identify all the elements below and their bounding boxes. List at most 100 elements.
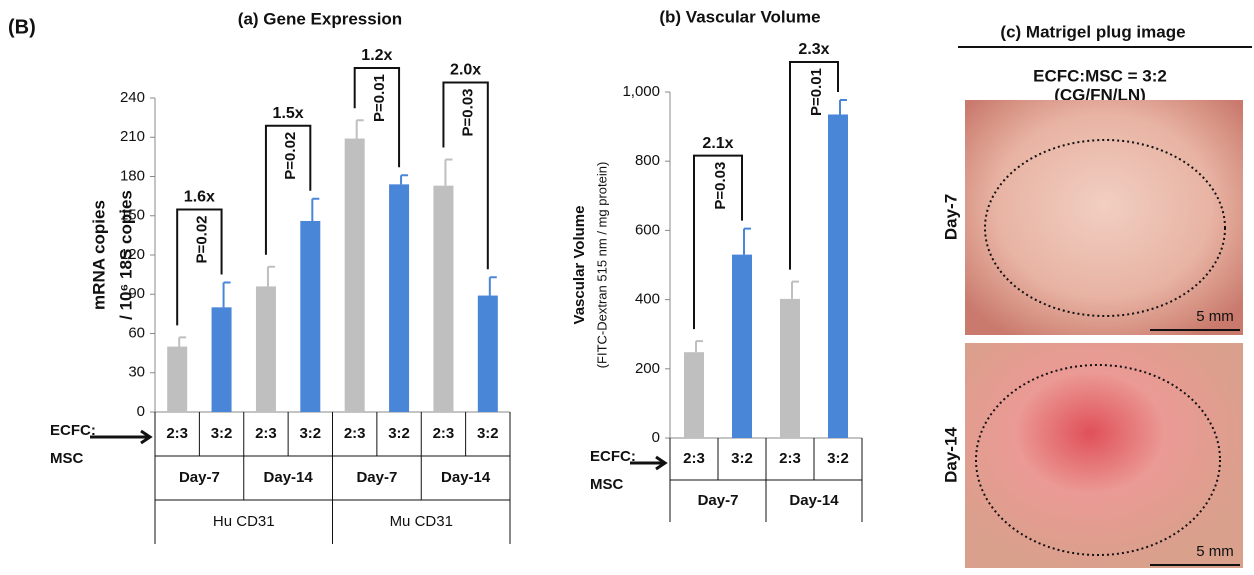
- day-label: Day-7: [179, 469, 220, 486]
- plug-outline: [984, 139, 1226, 317]
- day-label: Day-14: [264, 469, 314, 486]
- bar: [780, 298, 800, 438]
- y-tick-label: 120: [120, 246, 145, 263]
- ratio-label: 1.6x: [184, 189, 215, 206]
- p-value: P=0.02: [282, 132, 299, 180]
- bracket: [353, 67, 401, 168]
- row-label: Day-7: [941, 194, 960, 240]
- row-label: ECFC:: [590, 448, 636, 465]
- y-axis-label: (FITC-Dextran 515 nm / mg protein): [594, 162, 609, 369]
- x-tick-label: 3:2: [388, 425, 410, 442]
- error-bar: [743, 227, 751, 255]
- ratio-label: 2.0x: [450, 62, 481, 79]
- y-tick-label: 0: [652, 429, 660, 446]
- ratio-label: 2.1x: [702, 135, 733, 152]
- p-value: P=0.01: [808, 68, 825, 116]
- error-bar: [444, 158, 453, 186]
- row-label: MSC: [590, 476, 624, 493]
- error-bar: [311, 197, 320, 221]
- y-tick-label: 180: [120, 167, 145, 184]
- day-label: Day-14: [441, 469, 491, 486]
- image-panel: (c) Matrigel plug image ECFC:MSC = 3:2 (…: [941, 22, 1252, 568]
- plug-image: [965, 343, 1243, 568]
- x-tick-label: 2:3: [166, 425, 188, 442]
- error-bar: [178, 336, 187, 347]
- y-tick-label: 210: [120, 128, 145, 145]
- y-tick-label: 90: [128, 285, 145, 302]
- bar: [300, 220, 321, 412]
- p-value: P=0.02: [193, 215, 210, 263]
- ratio-label: 1.5x: [273, 105, 304, 122]
- x-tick-label: 2:3: [255, 425, 277, 442]
- y-tick-label: 600: [635, 221, 660, 238]
- chart-title: (b) Vascular Volume: [659, 7, 820, 26]
- y-tick-label: 240: [120, 89, 145, 106]
- x-tick-label: 3:2: [731, 450, 753, 467]
- y-axis-label: / 10⁶ 18S copies: [116, 190, 135, 320]
- error-bar: [791, 280, 799, 299]
- bar: [344, 138, 365, 412]
- p-value: P=0.01: [371, 74, 388, 122]
- group-label: Hu CD31: [213, 513, 275, 530]
- row-arrow: [90, 429, 153, 445]
- y-tick-label: 800: [635, 152, 660, 169]
- scale-label: 5 mm: [1196, 543, 1234, 560]
- ratio-label: 1.2x: [361, 47, 392, 64]
- x-tick-label: 2:3: [779, 450, 801, 467]
- bar: [684, 352, 704, 438]
- y-tick-label: 0: [137, 403, 145, 420]
- x-tick-label: 2:3: [344, 425, 366, 442]
- bracket: [176, 208, 223, 326]
- error-bar: [400, 174, 409, 185]
- p-value: P=0.03: [460, 88, 477, 136]
- bar: [477, 295, 498, 412]
- panel-title: (c) Matrigel plug image: [1000, 22, 1185, 41]
- error-bar: [839, 98, 847, 115]
- x-tick-label: 2:3: [683, 450, 705, 467]
- row-label: Day-14: [941, 427, 960, 483]
- y-tick-label: 200: [635, 360, 660, 377]
- plug-image: [965, 100, 1243, 335]
- x-tick-label: 2:3: [433, 425, 455, 442]
- day-label: Day-7: [698, 492, 739, 509]
- bar: [732, 254, 752, 438]
- chart-title: (a) Gene Expression: [238, 9, 402, 28]
- bracket: [264, 124, 312, 255]
- row-label: ECFC:: [50, 422, 96, 439]
- bar: [828, 114, 848, 439]
- y-axis-label: mRNA copies: [89, 200, 108, 310]
- y-tick-label: 150: [120, 207, 145, 224]
- error-bar: [695, 340, 703, 353]
- ratio-label: 2.3x: [798, 41, 829, 58]
- x-tick-label: 3:2: [211, 425, 233, 442]
- y-axis-label: Vascular Volume: [571, 206, 588, 325]
- row-label: MSC: [50, 450, 84, 467]
- plug-outline: [975, 364, 1221, 556]
- figure-label: (B): [8, 16, 36, 38]
- group-label: Mu CD31: [390, 513, 453, 530]
- error-bar: [355, 119, 364, 139]
- bracket: [693, 154, 743, 330]
- bracket: [789, 61, 839, 270]
- y-tick-label: 30: [128, 364, 145, 381]
- y-tick-label: 60: [128, 324, 145, 341]
- bar: [255, 286, 276, 412]
- y-tick-label: 400: [635, 291, 660, 308]
- bar: [433, 185, 454, 412]
- error-bar: [488, 276, 497, 296]
- panel-subtitle: ECFC:MSC = 3:2: [1033, 66, 1167, 85]
- error-bar: [266, 265, 275, 287]
- bar: [167, 346, 188, 412]
- x-tick-label: 3:2: [477, 425, 499, 442]
- bar: [211, 307, 232, 412]
- day-label: Day-7: [356, 469, 397, 486]
- panel-subtitle: (CG/FN/LN): [1054, 85, 1146, 104]
- y-tick-label: 1,000: [622, 83, 660, 100]
- bar: [389, 184, 410, 412]
- x-tick-label: 3:2: [827, 450, 849, 467]
- scale-label: 5 mm: [1196, 308, 1234, 325]
- bracket: [442, 81, 489, 270]
- p-value: P=0.03: [712, 162, 729, 210]
- x-tick-label: 3:2: [299, 425, 321, 442]
